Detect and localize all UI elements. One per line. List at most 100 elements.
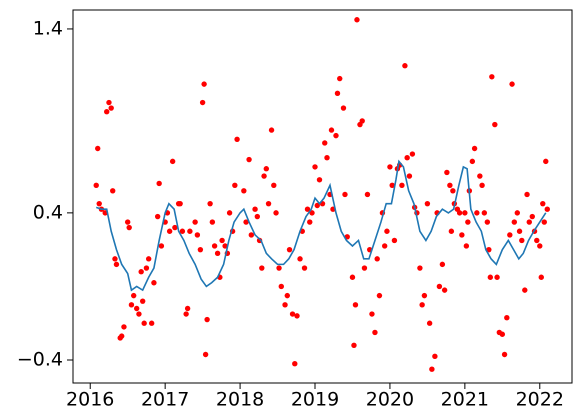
data-point — [199, 99, 206, 106]
data-point — [439, 261, 446, 268]
y-tick-label: −0.4 — [17, 349, 63, 371]
y-tick-label: 1.4 — [33, 17, 63, 39]
data-point — [246, 156, 252, 163]
data-point — [126, 224, 132, 231]
data-point — [526, 219, 532, 225]
data-point — [524, 191, 530, 198]
data-point — [540, 200, 546, 207]
data-point — [139, 298, 146, 304]
data-point — [359, 118, 365, 124]
data-point — [282, 302, 288, 308]
data-point — [211, 243, 218, 249]
data-point — [106, 99, 112, 106]
data-point — [309, 210, 315, 216]
data-point — [479, 182, 485, 188]
data-point — [130, 292, 137, 299]
data-point — [484, 219, 491, 225]
data-point — [342, 191, 348, 198]
data-point — [252, 206, 258, 212]
data-point — [93, 182, 99, 188]
data-point — [254, 213, 261, 220]
data-point — [447, 182, 453, 188]
data-point — [426, 320, 433, 326]
data-point — [376, 292, 383, 299]
data-point — [352, 302, 359, 308]
data-point — [286, 246, 293, 253]
data-point — [501, 351, 508, 358]
data-point — [209, 219, 216, 225]
data-point — [448, 228, 455, 234]
data-point — [374, 256, 380, 262]
data-point — [301, 265, 308, 271]
data-point — [112, 256, 118, 262]
data-point — [463, 243, 470, 249]
data-point — [133, 305, 140, 312]
data-point — [145, 256, 152, 262]
data-point — [471, 145, 478, 152]
data-point — [322, 140, 328, 146]
data-point — [429, 366, 435, 372]
data-point — [340, 105, 347, 111]
data-point — [121, 324, 127, 330]
data-point — [124, 219, 131, 225]
data-point — [204, 316, 210, 323]
data-point — [232, 182, 238, 188]
x-tick-label: 2020 — [366, 389, 414, 411]
data-point — [273, 210, 279, 216]
data-point — [316, 177, 323, 183]
data-point — [499, 331, 506, 337]
data-point — [294, 313, 300, 319]
data-point — [369, 311, 375, 317]
data-point — [141, 320, 147, 326]
data-point — [541, 219, 547, 225]
data-point — [421, 292, 428, 299]
data-point — [529, 213, 535, 220]
data-point — [197, 246, 204, 253]
data-point — [402, 63, 408, 69]
data-point — [108, 105, 114, 111]
data-point — [158, 243, 165, 249]
data-point — [304, 206, 311, 212]
data-point — [432, 353, 438, 360]
data-point — [268, 127, 275, 133]
data-point — [494, 274, 500, 280]
data-point — [138, 269, 144, 275]
data-point — [265, 200, 272, 207]
data-point — [166, 228, 173, 234]
x-tick-label: 2017 — [141, 389, 189, 411]
data-point — [276, 265, 282, 271]
data-point — [522, 287, 528, 293]
x-tick-label: 2022 — [516, 389, 564, 411]
data-point — [284, 292, 290, 299]
data-point — [136, 311, 142, 317]
data-point — [324, 154, 330, 161]
data-point — [156, 180, 162, 187]
data-point — [154, 213, 161, 220]
data-point — [349, 274, 356, 280]
data-point — [222, 243, 228, 249]
data-point — [263, 166, 270, 172]
x-tick-label: 2018 — [216, 389, 264, 411]
data-point — [507, 232, 513, 238]
data-point — [172, 224, 178, 231]
data-point — [419, 302, 425, 308]
data-point — [248, 232, 255, 238]
data-point — [104, 109, 110, 115]
data-point — [489, 74, 495, 80]
data-point — [469, 158, 476, 165]
data-point — [465, 219, 471, 225]
data-point — [113, 261, 120, 268]
data-point — [183, 311, 189, 317]
data-point — [289, 311, 296, 317]
data-point — [243, 219, 249, 225]
data-point — [202, 351, 209, 358]
data-point — [384, 228, 390, 234]
data-point — [194, 232, 201, 238]
data-point — [406, 173, 413, 179]
data-point — [537, 243, 543, 249]
data-point — [226, 210, 233, 216]
data-point — [391, 237, 398, 244]
data-point — [436, 283, 443, 290]
data-point — [481, 210, 488, 216]
